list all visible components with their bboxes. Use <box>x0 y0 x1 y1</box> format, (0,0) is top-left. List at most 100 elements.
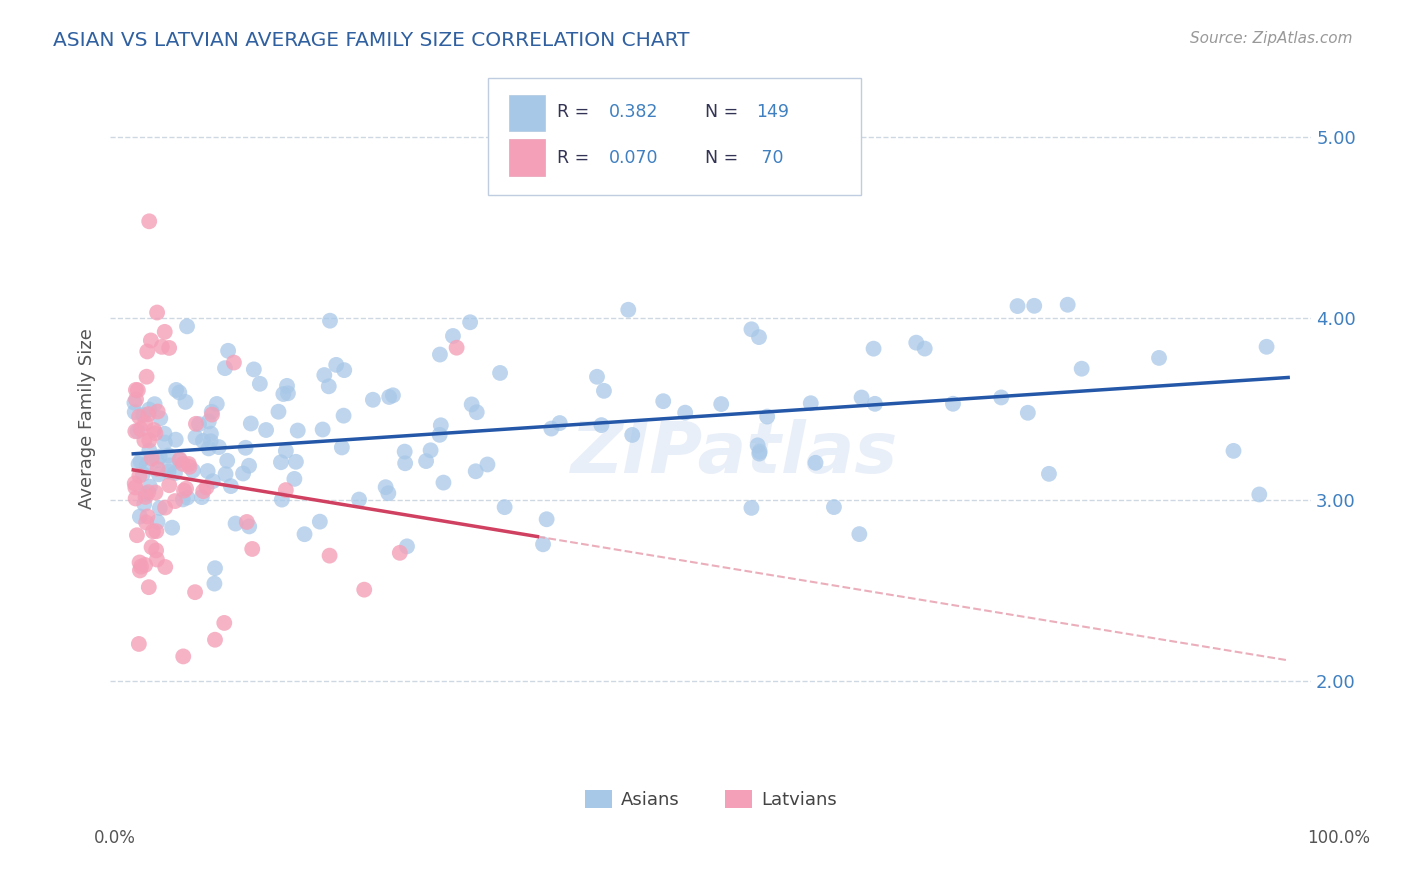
Point <box>318 379 340 393</box>
Point <box>136 509 159 524</box>
Point <box>225 516 247 531</box>
Point <box>432 475 454 490</box>
Point <box>208 440 231 454</box>
Point <box>135 516 157 530</box>
Point <box>254 423 277 437</box>
Point <box>235 441 257 455</box>
Point <box>138 214 160 228</box>
Point <box>132 408 155 422</box>
Text: R =: R = <box>557 148 595 167</box>
Point <box>548 416 571 430</box>
Point <box>740 500 762 515</box>
Point <box>124 405 146 419</box>
Point <box>141 451 163 466</box>
Point <box>134 497 156 511</box>
Point <box>145 485 167 500</box>
Point <box>146 515 169 529</box>
Point <box>201 408 224 422</box>
Point <box>157 449 180 463</box>
Point <box>179 459 201 474</box>
Point <box>177 457 200 471</box>
Point <box>128 637 150 651</box>
Point <box>138 580 160 594</box>
Point <box>377 486 399 500</box>
Point <box>145 426 167 441</box>
Point <box>238 519 260 533</box>
Point <box>176 491 198 505</box>
Point <box>145 543 167 558</box>
Point <box>332 409 354 423</box>
Point <box>135 490 157 504</box>
Point <box>169 452 191 467</box>
Point <box>378 390 401 404</box>
Point <box>586 369 609 384</box>
Point <box>129 564 152 578</box>
Point <box>195 480 218 494</box>
Point <box>204 632 226 647</box>
Point <box>1007 299 1029 313</box>
Text: Source: ZipAtlas.com: Source: ZipAtlas.com <box>1189 31 1353 46</box>
Point <box>149 501 172 516</box>
Point <box>800 396 823 410</box>
Point <box>1056 298 1078 312</box>
Point <box>128 469 150 483</box>
Point <box>395 540 418 554</box>
Point <box>172 492 194 507</box>
Point <box>142 423 165 437</box>
Point <box>141 540 163 554</box>
Point <box>197 464 219 478</box>
Point <box>249 376 271 391</box>
Point <box>381 388 404 402</box>
Point <box>489 366 512 380</box>
Point <box>740 322 762 336</box>
Point <box>138 407 160 421</box>
Point <box>441 329 464 343</box>
Point <box>460 397 482 411</box>
Point <box>464 464 486 478</box>
Point <box>200 434 222 449</box>
Point <box>174 482 197 496</box>
Point <box>173 483 195 498</box>
Point <box>129 559 152 574</box>
Point <box>756 409 779 424</box>
Point <box>415 454 437 468</box>
Point <box>477 458 499 472</box>
Point <box>494 500 516 515</box>
Point <box>394 444 416 458</box>
Text: ASIAN VS LATVIAN AVERAGE FAMILY SIZE CORRELATION CHART: ASIAN VS LATVIAN AVERAGE FAMILY SIZE COR… <box>53 31 690 50</box>
Text: 0.070: 0.070 <box>609 148 658 167</box>
Point <box>146 552 169 566</box>
Point <box>124 481 146 495</box>
Point <box>1038 467 1060 481</box>
Point <box>214 361 236 376</box>
Point <box>458 315 481 329</box>
Point <box>536 512 558 526</box>
Point <box>135 369 157 384</box>
Point <box>273 387 295 401</box>
Point <box>125 392 148 407</box>
Point <box>134 558 156 572</box>
Point <box>319 314 342 328</box>
Point <box>710 397 733 411</box>
Text: N =: N = <box>704 103 744 121</box>
Point <box>430 418 453 433</box>
Point <box>361 392 384 407</box>
Point <box>153 325 176 339</box>
Point <box>1256 340 1278 354</box>
Point <box>1222 443 1244 458</box>
Point <box>128 509 150 524</box>
Point <box>914 342 936 356</box>
Point <box>748 447 770 461</box>
Point <box>204 561 226 575</box>
Point <box>394 456 416 470</box>
Point <box>1024 299 1046 313</box>
Point <box>134 434 156 448</box>
Point <box>172 649 194 664</box>
Point <box>148 467 170 482</box>
Point <box>169 385 191 400</box>
Point <box>172 457 194 471</box>
Point <box>863 397 886 411</box>
Point <box>325 358 347 372</box>
Point <box>270 455 292 469</box>
Point <box>283 472 305 486</box>
